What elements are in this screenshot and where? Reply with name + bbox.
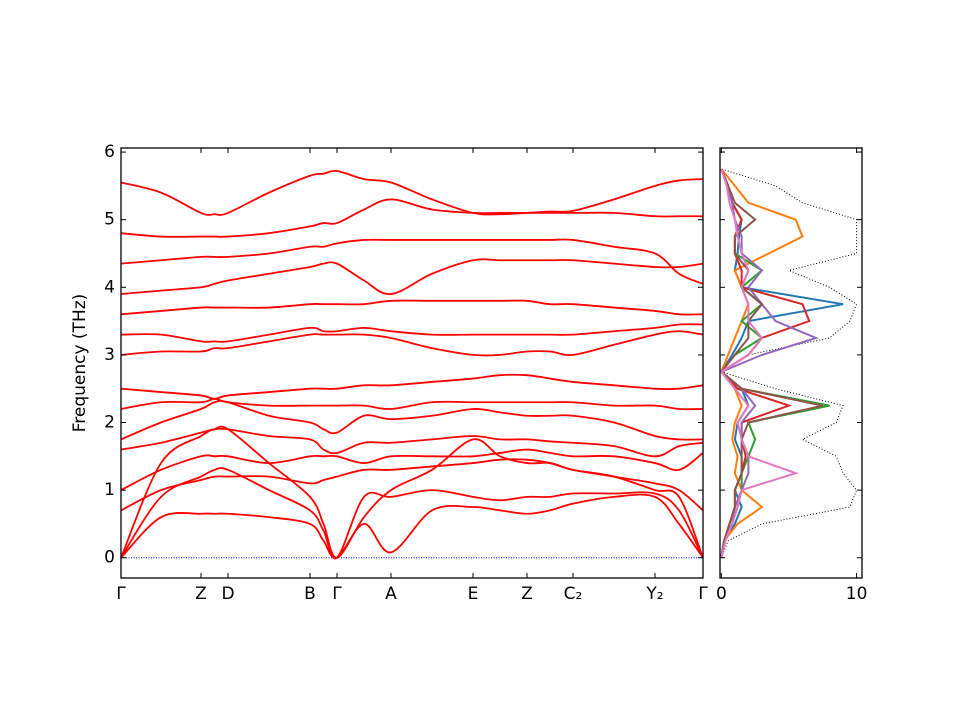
band (120, 397, 704, 411)
y-tick-label: 2 (104, 412, 115, 432)
band (120, 258, 704, 295)
x-tick-label: D (221, 584, 234, 604)
band (120, 323, 704, 343)
y-tick-label: 3 (104, 345, 115, 365)
band (120, 330, 704, 357)
x-tick-label: E (468, 584, 479, 604)
partial-dos (720, 168, 804, 558)
band (120, 467, 704, 560)
band (120, 493, 704, 559)
x-tick-label: A (385, 584, 397, 604)
axes-frame (120, 147, 704, 579)
x-tick-label: Z (195, 584, 207, 604)
band (120, 373, 704, 400)
band (120, 448, 704, 491)
x-tick-label: Γ (698, 584, 708, 604)
band (120, 198, 703, 238)
axes-frame (719, 147, 863, 579)
partial-dos (719, 168, 799, 558)
y-axis-label: Frequency (THz) (70, 294, 90, 433)
band (120, 427, 704, 458)
y-tick-label: 4 (104, 277, 115, 297)
band (120, 400, 704, 441)
band (120, 299, 704, 316)
x-tick-label: Γ (116, 584, 126, 604)
x-tick-label: Γ (332, 584, 342, 604)
band (120, 169, 704, 216)
x-tick-label: B (304, 584, 316, 604)
band (120, 458, 704, 512)
partial-dos (719, 168, 824, 558)
y-tick-label: 6 (104, 142, 115, 162)
y-tick-label: 1 (104, 480, 115, 500)
y-tick-label: 5 (104, 210, 115, 230)
x-tick-label: 10 (846, 584, 868, 604)
x-tick-label: Y₂ (645, 584, 663, 604)
x-tick-label: 0 (716, 584, 727, 604)
x-tick-label: C₂ (564, 584, 583, 604)
y-tick-label: 0 (104, 548, 115, 568)
x-tick-label: Z (521, 584, 533, 604)
band (120, 238, 704, 285)
